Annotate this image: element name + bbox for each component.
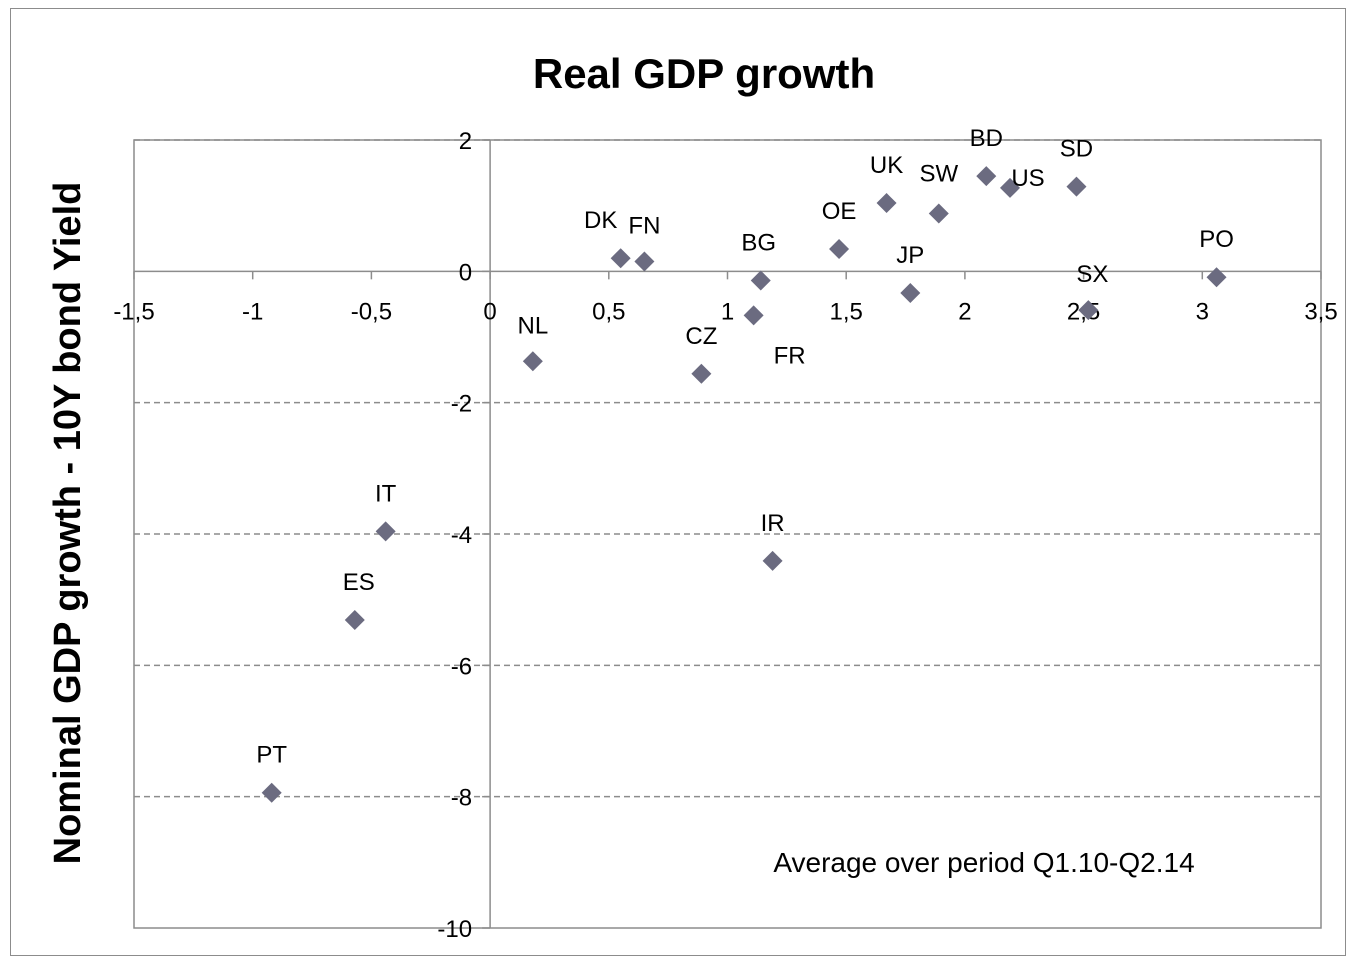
data-point-jp [900, 283, 921, 304]
axes [133, 139, 1322, 929]
point-label-pt: PT [256, 742, 287, 769]
point-label-ir: IR [761, 510, 785, 537]
point-label-fr: FR [774, 342, 806, 369]
y-tick-label: -10 [437, 916, 472, 943]
data-points [261, 166, 1227, 803]
data-point-sx [1078, 300, 1099, 321]
x-tick-label: 0,5 [592, 298, 625, 325]
point-label-cz: CZ [685, 323, 717, 350]
point-label-jp: JP [896, 242, 924, 269]
data-point-po [1206, 267, 1227, 288]
data-point-oe [829, 239, 850, 260]
data-point-sw [928, 203, 949, 224]
x-tick-label: -1,5 [113, 298, 154, 325]
point-label-po: PO [1199, 226, 1234, 253]
y-tick-label: -2 [451, 391, 472, 418]
point-label-dk: DK [584, 207, 617, 234]
x-tick-label: -0,5 [351, 298, 392, 325]
point-label-oe: OE [822, 198, 857, 225]
data-point-uk [876, 193, 897, 214]
y-tick-label: 0 [459, 259, 472, 286]
point-label-sx: SX [1076, 261, 1108, 288]
x-tick-label: 3,5 [1304, 298, 1337, 325]
data-point-us [1000, 177, 1021, 198]
data-point-sd [1066, 176, 1087, 197]
x-tick-label: -1 [242, 298, 263, 325]
point-label-nl: NL [517, 312, 548, 339]
data-point-fr [743, 305, 764, 326]
y-tick-label: -8 [451, 785, 472, 812]
data-point-bd [976, 166, 997, 187]
y-tick-labels: 2 0 -2 -4 -6 -8 -10 [437, 128, 472, 943]
chart-title: Real GDP growth [533, 50, 875, 97]
data-point-es [344, 610, 365, 631]
x-tick-label: 3 [1196, 298, 1209, 325]
data-point-nl [522, 351, 543, 372]
x-tick-label: 0 [483, 298, 496, 325]
data-point-it [375, 521, 396, 542]
x-tick-label: 2 [958, 298, 971, 325]
point-label-uk: UK [870, 152, 903, 179]
x-tick-label: 1 [721, 298, 734, 325]
point-label-bg: BG [741, 230, 776, 257]
y-tick-label: -4 [451, 522, 472, 549]
data-point-ir [762, 550, 783, 571]
gridlines [134, 139, 1321, 798]
data-point-dk [610, 248, 631, 269]
y-axis-label: Nominal GDP growth - 10Y bond Yield [47, 182, 89, 865]
point-labels: DK FN NL CZ BG FR OE UK JP SW BD US SD SX PO IT ES PT IR [256, 125, 1234, 769]
data-point-bg [750, 270, 771, 291]
x-tick-label: 1,5 [830, 298, 863, 325]
data-point-pt [261, 782, 282, 803]
point-label-sw: SW [919, 161, 958, 188]
y-tick-label: -6 [451, 653, 472, 680]
point-label-fn: FN [628, 212, 660, 239]
point-label-es: ES [343, 569, 375, 596]
point-label-bd: BD [970, 125, 1003, 152]
data-point-fn [634, 251, 655, 272]
point-label-it: IT [375, 480, 397, 507]
y-tick-label: 2 [459, 128, 472, 155]
data-point-cz [691, 363, 712, 384]
chart-annotation: Average over period Q1.10-Q2.14 [773, 847, 1194, 878]
point-label-sd: SD [1060, 136, 1093, 163]
point-label-us: US [1011, 165, 1044, 192]
